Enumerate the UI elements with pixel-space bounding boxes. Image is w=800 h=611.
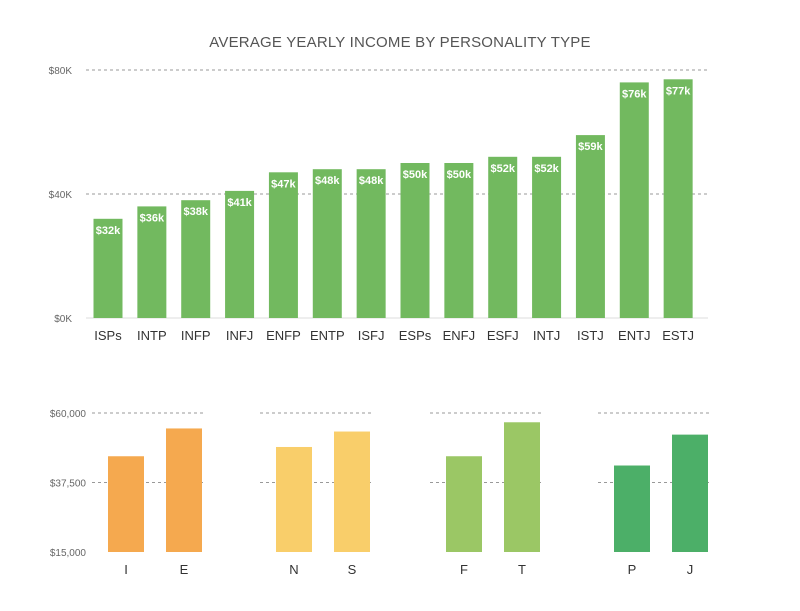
- data-label: $50k: [403, 169, 428, 181]
- bar: [93, 218, 123, 318]
- bar: [276, 446, 312, 552]
- category-label: ESPs: [399, 328, 432, 343]
- category-label: INFP: [181, 328, 211, 343]
- category-label: ENFJ: [443, 328, 476, 343]
- bar: [312, 169, 342, 318]
- main-bar-chart: $0K $40K $80K $32k ISPs $36k INTP $38k INFP $41k I…: [49, 66, 708, 343]
- category-label: E: [180, 562, 189, 577]
- bar: [137, 206, 167, 318]
- bar: [619, 82, 649, 319]
- bar: [181, 200, 211, 318]
- category-label: INTJ: [533, 328, 560, 343]
- category-label: ISFJ: [358, 328, 385, 343]
- category-label: ENFP: [266, 328, 301, 343]
- category-label: F: [460, 562, 468, 577]
- category-label: ESFJ: [487, 328, 519, 343]
- category-label: ENTJ: [618, 328, 651, 343]
- bar: [488, 156, 518, 318]
- bar: [444, 163, 474, 318]
- data-label: $48k: [315, 175, 340, 187]
- bar: [225, 190, 255, 318]
- bar: [166, 428, 202, 552]
- bar: [356, 169, 386, 318]
- data-label: $52k: [490, 163, 515, 175]
- category-label: ISTJ: [577, 328, 604, 343]
- bar: [614, 465, 650, 552]
- category-label: INFJ: [226, 328, 253, 343]
- y-tick-label: $15,000: [50, 548, 87, 559]
- category-label: N: [289, 562, 298, 577]
- bar: [532, 156, 562, 318]
- category-label: ESTJ: [662, 328, 694, 343]
- chart-title: AVERAGE YEARLY INCOME BY PERSONALITY TYP…: [209, 34, 591, 51]
- data-label: $77k: [666, 85, 691, 97]
- category-label: T: [518, 562, 526, 577]
- category-label: I: [124, 562, 128, 577]
- category-label: S: [348, 562, 357, 577]
- bar: [672, 434, 708, 552]
- y-tick-label: $80K: [49, 66, 73, 77]
- category-label: P: [628, 562, 637, 577]
- bar: [400, 163, 430, 318]
- y-tick-label: $0K: [54, 314, 72, 325]
- bar: [446, 456, 482, 552]
- bar: [663, 79, 693, 318]
- y-tick-label: $37,500: [50, 479, 87, 490]
- category-label: J: [687, 562, 694, 577]
- bar: [504, 422, 540, 552]
- category-label: ENTP: [310, 328, 345, 343]
- data-label: $52k: [534, 163, 559, 175]
- y-tick-label: $40K: [49, 190, 73, 201]
- data-label: $59k: [578, 141, 603, 153]
- data-label: $32k: [96, 225, 121, 237]
- data-label: $36k: [140, 212, 165, 224]
- data-label: $76k: [622, 88, 647, 100]
- category-label: ISPs: [94, 328, 122, 343]
- bar: [575, 135, 605, 318]
- data-label: $50k: [447, 169, 472, 181]
- bar: [334, 431, 370, 552]
- category-label: INTP: [137, 328, 167, 343]
- data-label: $48k: [359, 175, 384, 187]
- data-label: $38k: [183, 206, 208, 218]
- y-tick-label: $60,000: [50, 409, 87, 420]
- data-label: $47k: [271, 178, 296, 190]
- data-label: $41k: [227, 197, 252, 209]
- bar: [268, 172, 298, 318]
- bar: [108, 456, 144, 552]
